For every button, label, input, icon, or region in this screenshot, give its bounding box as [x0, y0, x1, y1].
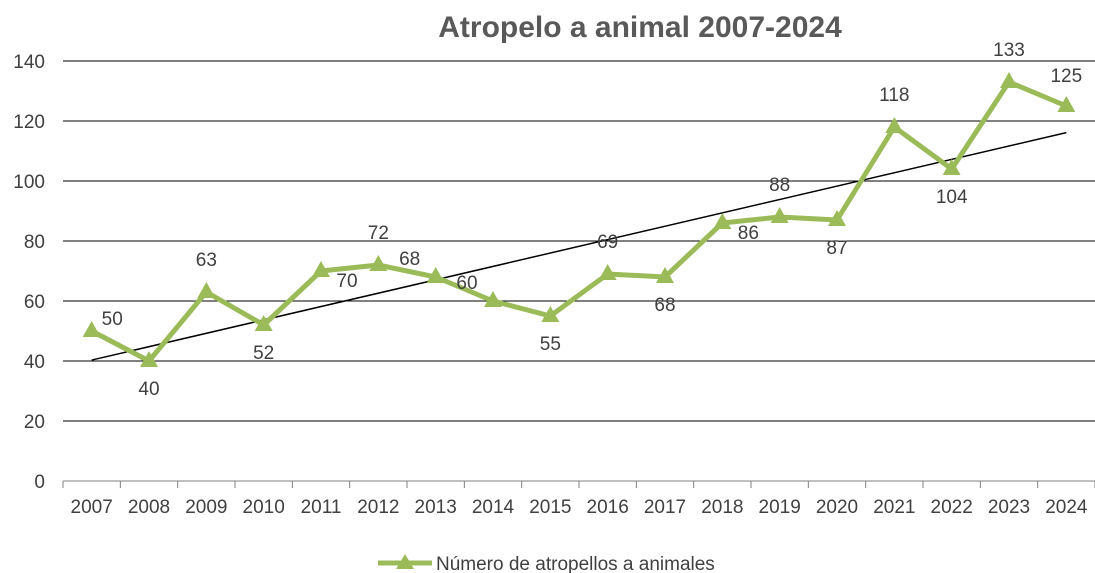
data-point-marker [828, 210, 846, 226]
legend-triangle-icon [396, 554, 414, 569]
y-tick-label: 140 [13, 52, 45, 73]
x-tick-label: 2010 [243, 497, 285, 518]
data-point-marker [484, 291, 502, 307]
x-tick-label: 2020 [816, 497, 858, 518]
y-tick-label: 120 [13, 112, 45, 133]
data-label: 125 [1050, 66, 1082, 87]
y-tick-label: 20 [24, 412, 45, 433]
y-tick-label: 100 [13, 172, 45, 193]
y-tick-label: 0 [34, 472, 45, 493]
data-label: 68 [399, 249, 420, 270]
x-tick-label: 2022 [931, 497, 973, 518]
data-point-marker [82, 321, 101, 337]
series-line [90, 79, 1068, 364]
data-label: 60 [456, 273, 477, 294]
x-tick-label: 2015 [529, 497, 571, 518]
x-tick-label: 2009 [185, 497, 227, 518]
data-point-marker [942, 159, 961, 175]
data-point-marker [1000, 72, 1018, 88]
data-point-marker [369, 255, 388, 271]
x-tick-label: 2017 [644, 497, 686, 518]
data-label: 50 [102, 309, 123, 330]
data-label: 133 [993, 40, 1025, 61]
data-labels: 50 40 63 52 70 72 68 60 55 69 68 86 88 87 118 104 133 125 [102, 40, 1083, 400]
legend: Número de atropellos a animales [378, 554, 715, 573]
y-axis-ticks: 0 20 40 60 80 100 120 140 [13, 52, 45, 493]
data-label: 86 [738, 223, 759, 244]
data-point-marker [254, 315, 273, 331]
data-point-marker [426, 267, 445, 283]
x-axis: 2007 2008 2009 2010 2011 2012 2013 2014 2015 2016… [62, 481, 1095, 518]
chart-title: Atropelo a animal 2007-2024 [438, 11, 842, 44]
data-point-marker [713, 213, 732, 229]
x-tick-label: 2008 [128, 497, 170, 518]
data-point-marker [312, 261, 330, 277]
data-label: 118 [879, 85, 909, 106]
x-tick-label: 2019 [759, 497, 801, 518]
series-group [82, 72, 1076, 367]
x-tick-label: 2014 [472, 497, 515, 518]
data-label: 70 [336, 271, 357, 292]
x-tick-label: 2007 [71, 497, 113, 518]
data-label: 88 [769, 175, 790, 196]
data-label: 40 [138, 379, 159, 400]
data-point-marker [656, 267, 674, 283]
y-tick-label: 40 [24, 352, 45, 373]
data-point-marker [598, 264, 617, 280]
y-tick-label: 60 [24, 292, 45, 313]
x-tick-label: 2018 [701, 497, 743, 518]
trendline-group [91, 131, 1067, 361]
data-point-marker [885, 117, 904, 133]
data-point-marker [140, 351, 158, 367]
x-tick-label: 2011 [301, 497, 342, 518]
data-point-marker [541, 306, 560, 322]
data-label: 104 [936, 187, 968, 208]
gridlines [63, 60, 1095, 482]
data-label: 68 [654, 295, 675, 316]
data-label: 55 [540, 334, 561, 355]
data-point-marker [197, 282, 216, 298]
data-point-marker [770, 207, 789, 223]
x-tick-label: 2024 [1045, 497, 1088, 518]
trendline [91, 131, 1067, 361]
x-tick-label: 2021 [873, 497, 915, 518]
y-tick-label: 80 [24, 232, 45, 253]
x-tick-label: 2012 [357, 497, 399, 518]
legend-label: Número de atropellos a animales [436, 554, 715, 573]
data-label: 69 [597, 232, 618, 253]
data-label: 52 [253, 343, 274, 364]
x-tick-label: 2023 [988, 497, 1030, 518]
data-label: 72 [368, 223, 389, 244]
data-label: 87 [826, 238, 847, 259]
data-label: 63 [196, 250, 217, 271]
x-tick-label: 2013 [415, 497, 457, 518]
x-tick-label: 2016 [587, 497, 629, 518]
data-point-marker [1057, 96, 1076, 112]
